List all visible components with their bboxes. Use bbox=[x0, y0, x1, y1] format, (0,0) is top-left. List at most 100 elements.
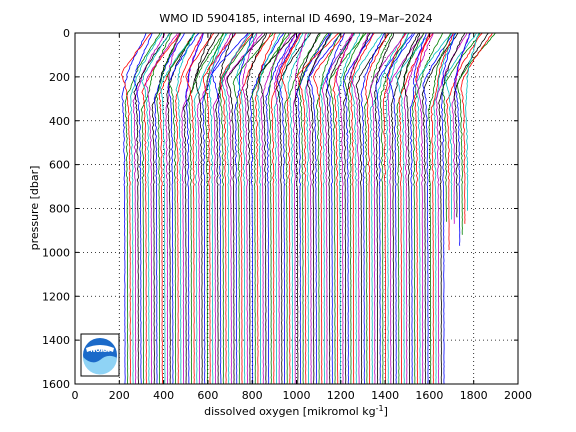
oxygen-profile-line bbox=[386, 33, 425, 384]
oxygen-profile-line bbox=[385, 33, 410, 384]
x-tick-label: 1000 bbox=[283, 389, 311, 402]
oxygen-profile-line bbox=[155, 33, 182, 384]
oxygen-profile-line bbox=[175, 33, 194, 384]
oxygen-profile-line bbox=[445, 33, 483, 251]
x-tick-label: 400 bbox=[153, 389, 174, 402]
y-tick-label: 800 bbox=[49, 203, 70, 216]
oxygen-profile-line bbox=[280, 33, 302, 384]
oxygen-profile-line bbox=[297, 33, 340, 384]
oxygen-profile-line bbox=[390, 33, 420, 384]
oxygen-profile-line bbox=[335, 33, 354, 384]
oxygen-profile-line bbox=[265, 33, 297, 384]
oxygen-profile-line bbox=[296, 33, 330, 384]
oxygen-profile-line bbox=[326, 33, 345, 384]
oxygen-profile-line bbox=[174, 33, 204, 384]
y-tick-label: 1400 bbox=[42, 334, 70, 347]
oxygen-profile-line bbox=[456, 33, 496, 235]
oxygen-profile-line bbox=[350, 33, 370, 384]
oxygen-profile-line bbox=[185, 33, 215, 384]
oxygen-profile-line bbox=[183, 33, 220, 384]
oxygen-profile-line bbox=[181, 33, 204, 384]
oxygen-profile-line bbox=[167, 33, 200, 384]
oxygen-profile-line bbox=[215, 33, 234, 384]
oxygen-profile-line bbox=[159, 33, 195, 384]
oxygen-profile-line bbox=[348, 33, 375, 384]
oxygen-profile-line bbox=[342, 33, 364, 384]
y-tick-label: 0 bbox=[63, 27, 70, 40]
oxygen-profile-line bbox=[416, 33, 434, 384]
oxygen-profile-line bbox=[435, 33, 468, 384]
oxygen-profile-line bbox=[453, 33, 489, 218]
x-tick-label: 0 bbox=[72, 389, 79, 402]
oxygen-profile-line bbox=[298, 33, 329, 384]
oxygen-profile-line bbox=[194, 33, 212, 384]
x-tick-label: 600 bbox=[197, 389, 218, 402]
oxygen-profile-line bbox=[287, 33, 310, 384]
oxygen-profile-line bbox=[121, 33, 147, 384]
oxygen-profile-line bbox=[382, 33, 406, 384]
oxygen-profile-line bbox=[226, 33, 266, 384]
noaa-logo: NOAA bbox=[80, 333, 120, 377]
oxygen-profile-line bbox=[444, 33, 477, 220]
oxygen-profile-line bbox=[387, 33, 416, 384]
oxygen-profile-line bbox=[140, 33, 173, 384]
chart-title: WMO ID 5904185, internal ID 4690, 19–Mar… bbox=[159, 12, 432, 25]
oxygen-profile-line bbox=[375, 33, 413, 384]
oxygen-profile-line bbox=[141, 33, 182, 384]
oxygen-profile-line bbox=[441, 33, 481, 222]
oxygen-profile-line bbox=[141, 33, 170, 384]
oxygen-profile-line bbox=[379, 33, 410, 384]
y-tick-label: 400 bbox=[49, 115, 70, 128]
y-tick-label: 1000 bbox=[42, 246, 70, 259]
oxygen-profile-line bbox=[465, 33, 479, 211]
oxygen-profile-line bbox=[321, 33, 353, 384]
oxygen-profile-line bbox=[218, 33, 255, 384]
oxygen-profile-line bbox=[411, 33, 444, 384]
noaa-logo-text: NOAA bbox=[90, 347, 110, 354]
oxygen-profile-line bbox=[430, 33, 454, 384]
oxygen-profile-line bbox=[188, 33, 225, 384]
oxygen-profile-line bbox=[258, 33, 296, 384]
x-tick-label: 1800 bbox=[460, 389, 488, 402]
oxygen-profile-line bbox=[133, 33, 153, 384]
oxygen-profile-line bbox=[249, 33, 285, 384]
oxygen-profile-line bbox=[165, 33, 180, 384]
oxygen-profile-line bbox=[234, 33, 255, 384]
oxygen-profile-line bbox=[398, 33, 434, 384]
oxygen-profile-line bbox=[395, 33, 431, 384]
x-tick-label: 800 bbox=[242, 389, 263, 402]
oxygen-profile-line bbox=[153, 33, 185, 384]
oxygen-profile-line bbox=[342, 33, 371, 384]
oxygen-profile-line bbox=[304, 33, 333, 384]
oxygen-profile-line bbox=[403, 33, 420, 384]
x-axis-label: dissolved oxygen [mikromol kg-1] bbox=[204, 404, 388, 418]
oxygen-profile-line bbox=[211, 33, 249, 384]
oxygen-profile-line bbox=[306, 33, 331, 384]
oxygen-profile-line bbox=[221, 33, 251, 384]
oxygen-profile-line bbox=[369, 33, 407, 384]
oxygen-profile-line bbox=[260, 33, 292, 384]
oxygen-profile-line bbox=[369, 33, 405, 384]
oxygen-profile-line bbox=[241, 33, 258, 384]
y-tick-label: 600 bbox=[49, 159, 70, 172]
oxygen-profile-line bbox=[292, 33, 308, 384]
oxygen-profile-line bbox=[454, 33, 472, 246]
oxygen-profile-line bbox=[219, 33, 254, 384]
oxygen-profile-line bbox=[433, 33, 457, 384]
y-axis-label: pressure [dbar] bbox=[28, 166, 41, 251]
x-tick-label: 1600 bbox=[415, 389, 443, 402]
oxygen-profile-line bbox=[133, 33, 171, 384]
oxygen-profile-line bbox=[403, 33, 431, 384]
oxygen-profile-line bbox=[414, 33, 453, 384]
oxygen-profile-line bbox=[236, 33, 258, 384]
oxygen-profile-line bbox=[427, 33, 451, 384]
oxygen-profile-line bbox=[276, 33, 301, 384]
x-tick-label: 2000 bbox=[504, 389, 532, 402]
oxygen-profile-line bbox=[256, 33, 281, 384]
oxygen-profile-line bbox=[273, 33, 297, 384]
x-tick-label: 200 bbox=[109, 389, 130, 402]
oxygen-profile-line bbox=[422, 33, 454, 384]
oxygen-profile-line bbox=[360, 33, 386, 384]
oxygen-profile-line bbox=[121, 33, 152, 384]
